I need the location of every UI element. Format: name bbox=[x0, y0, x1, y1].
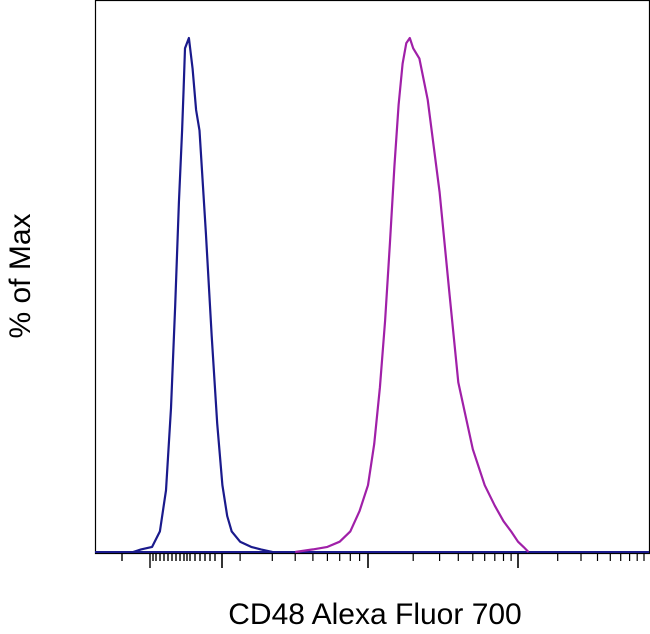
x-axis-ticks bbox=[121, 554, 645, 568]
histogram-series-2 bbox=[295, 36, 530, 554]
histogram-series-1 bbox=[132, 36, 273, 554]
y-axis-label: % of Max bbox=[4, 213, 37, 338]
plot-frame bbox=[94, 0, 650, 555]
series-layer bbox=[95, 36, 649, 554]
x-axis-label: CD48 Alexa Fluor 700 bbox=[228, 598, 522, 631]
